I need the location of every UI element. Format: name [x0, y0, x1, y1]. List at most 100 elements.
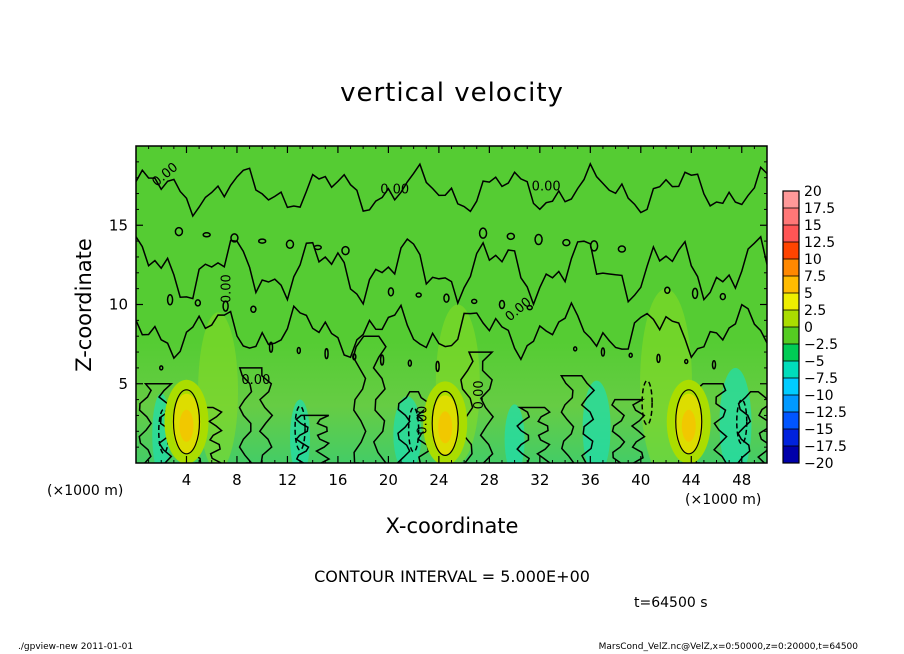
- contour-column-4: [352, 335, 387, 463]
- contour-interval-label: CONTOUR INTERVAL = 5.000E+00: [314, 567, 590, 586]
- y-tick-label-1: 10: [109, 296, 128, 314]
- low-velocity-patch-2: [393, 396, 422, 463]
- updraft-peak-0: [179, 409, 194, 442]
- contour-blob: [711, 359, 717, 370]
- x-tick-label-10: 44: [682, 471, 701, 489]
- colorbar-label-6: 5: [804, 286, 813, 302]
- y-axis-ticks: 5 10 15: [109, 161, 767, 448]
- colorbar-swatch-0: [783, 191, 799, 208]
- x-tick-label-8: 36: [581, 471, 600, 489]
- contour-blob: [324, 347, 329, 360]
- updraft-contour-1: [431, 390, 459, 456]
- negative-contour-2: [407, 406, 420, 453]
- colorbar-label-8: 0: [804, 320, 813, 336]
- colorbar-label-14: −15: [804, 422, 834, 438]
- colorbar-label-15: −17.5: [804, 439, 847, 455]
- colorbar-label-9: −2.5: [804, 337, 838, 353]
- contour-blob: [222, 300, 229, 312]
- colorbar-swatch-10: [783, 361, 799, 378]
- colorbar-swatch-4: [783, 259, 799, 276]
- contour-blob: [534, 233, 543, 246]
- colorbar-label-5: 7.5: [804, 269, 826, 285]
- contour-label-5: 0.00: [241, 373, 270, 388]
- contour-blob: [435, 360, 440, 373]
- x-tick-label-0: 4: [182, 471, 192, 489]
- footer-file-label: MarsCond_VelZ.nc@VelZ,x=0:50000,z=0:2000…: [598, 642, 858, 652]
- x-tick-label-5: 24: [429, 471, 448, 489]
- low-velocity-region: [152, 288, 752, 463]
- updraft-contour-2: [675, 389, 703, 455]
- x-tick-label-7: 32: [530, 471, 549, 489]
- x-tick-label-9: 40: [631, 471, 650, 489]
- colorbar: 2017.51512.5107.552.50−2.5−5−7.5−10−12.5…: [782, 184, 847, 472]
- contour-line-lower: [136, 301, 767, 362]
- colorbar-swatch-11: [783, 378, 799, 395]
- contour-blob: [600, 347, 606, 357]
- contour-column-11: [737, 390, 767, 463]
- low-velocity-patch-3: [504, 404, 525, 463]
- contour-blob: [526, 304, 533, 311]
- colorbar-swatch-12: [783, 395, 799, 412]
- colorbar-label-10: −5: [804, 354, 825, 370]
- contour-blob: [478, 227, 488, 239]
- contour-blob: [230, 233, 239, 243]
- contour-blob: [250, 305, 257, 314]
- contour-blob: [415, 292, 422, 298]
- colorbar-label-0: 20: [804, 184, 822, 200]
- updraft-contour-0: [172, 389, 201, 455]
- x-tick-label-2: 12: [278, 471, 297, 489]
- time-label: t=64500 s: [634, 595, 708, 611]
- colorbar-swatch-9: [783, 344, 799, 361]
- colorbar-label-16: −20: [804, 456, 834, 472]
- contour-blob: [589, 240, 599, 252]
- updraft-cores: [164, 379, 711, 463]
- contour-blob: [656, 353, 661, 364]
- contour-line-upper: [136, 162, 767, 218]
- contour-blob: [498, 299, 506, 310]
- contour-blob: [257, 238, 267, 244]
- zero-contours: [136, 162, 767, 463]
- contour-blob: [379, 354, 385, 366]
- contour-blob: [719, 292, 727, 301]
- weak-updraft-patch-0: [198, 312, 239, 463]
- colorbar-swatch-2: [783, 225, 799, 242]
- x-tick-label-11: 48: [732, 471, 751, 489]
- contour-blob: [470, 298, 478, 305]
- colorbar-swatch-8: [783, 327, 799, 344]
- colorbar-swatch-14: [783, 429, 799, 446]
- x-axis-label: X-coordinate: [385, 514, 519, 538]
- contour-blob: [407, 359, 413, 367]
- plot-area: 0.00 0.00 0.000.000.000.000.000.00: [136, 146, 767, 463]
- contour-blob: [506, 232, 516, 241]
- colorbar-swatch-7: [783, 310, 799, 327]
- contour-blob: [174, 226, 184, 237]
- colorbar-label-11: −7.5: [804, 371, 838, 387]
- contour-column-2: [238, 367, 274, 463]
- colorbar-swatch-1: [783, 208, 799, 225]
- negative-contour-4: [736, 399, 748, 445]
- contour-blob: [166, 293, 174, 306]
- colorbar-swatch-13: [783, 412, 799, 429]
- colorbar-label-4: 10: [804, 252, 822, 268]
- y-tick-label-0: 5: [118, 375, 128, 393]
- contour-blob: [562, 238, 571, 247]
- contour-blob: [352, 353, 357, 361]
- colorbar-label-12: −10: [804, 388, 834, 404]
- contour-label-3: 0.00: [220, 274, 235, 303]
- contour-blob: [691, 287, 699, 300]
- contour-label-1: 0.00: [380, 183, 409, 198]
- low-velocity-patch-5: [719, 367, 752, 463]
- colorbar-label-1: 17.5: [804, 201, 835, 217]
- colorbar-label-2: 15: [804, 218, 822, 234]
- x-tick-label-4: 20: [379, 471, 398, 489]
- chart-title: vertical velocity: [340, 78, 564, 108]
- x-tick-label-1: 8: [232, 471, 242, 489]
- colorbar-label-7: 2.5: [804, 303, 826, 319]
- contour-column-7: [516, 406, 551, 463]
- colorbar-swatch-3: [783, 242, 799, 259]
- contour-column-9: [611, 398, 646, 463]
- x-tick-label-6: 28: [480, 471, 499, 489]
- contour-label-7: 0.00: [472, 380, 487, 409]
- contour-label-6: 0.00: [415, 406, 430, 435]
- x-unit-label-right: (×1000 m): [685, 492, 762, 508]
